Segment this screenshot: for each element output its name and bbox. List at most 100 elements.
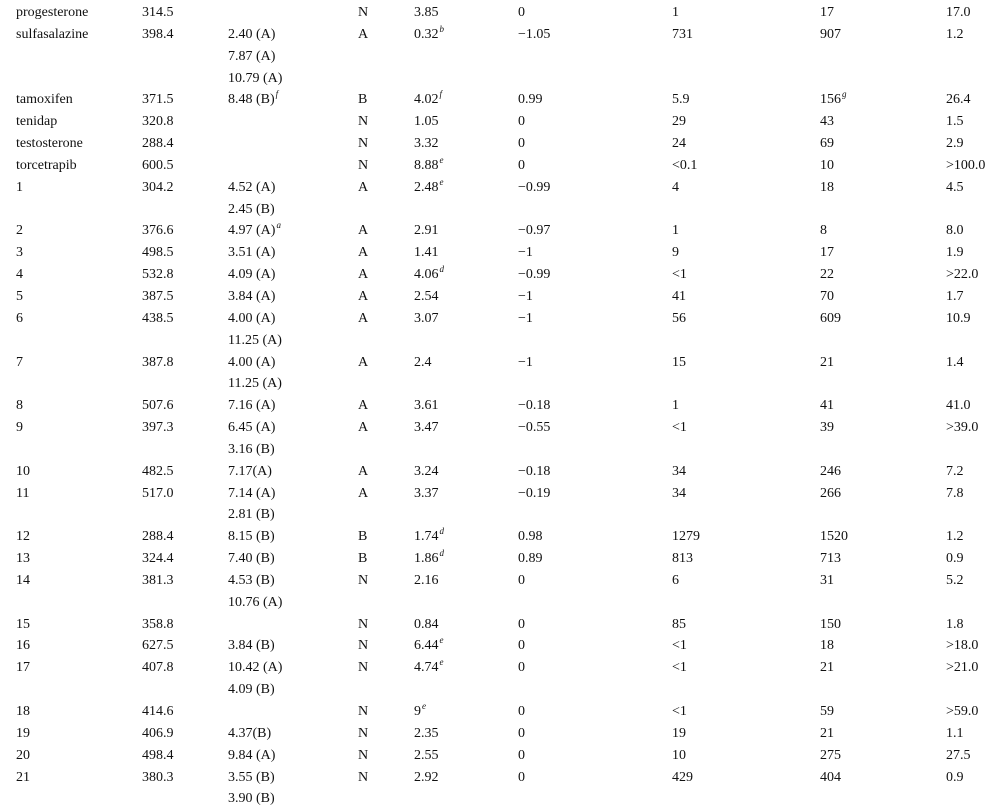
charge-value: 0 bbox=[518, 704, 525, 719]
value-col-8: 275 bbox=[820, 745, 841, 767]
molecular-weight: 438.5 bbox=[142, 310, 174, 326]
logd-value: 2.55 bbox=[414, 745, 439, 767]
charge-value: 0.98 bbox=[518, 529, 543, 545]
cell-value: 150 bbox=[820, 616, 841, 632]
value-col-8: 39 bbox=[820, 417, 834, 439]
value-col-7: <0.1 bbox=[672, 157, 698, 173]
value-col-7: 731 bbox=[672, 26, 693, 42]
charge-value: −1 bbox=[518, 245, 533, 261]
logd-value: 2.48e bbox=[414, 177, 444, 199]
table-row: 11 517.0 A 3.37 −0.19 34 266 7.8 7.14 (A) 2.81 (B… bbox=[0, 483, 1006, 527]
cell-value: 17 bbox=[820, 5, 834, 20]
ratio-value: 1.4 bbox=[946, 354, 964, 370]
cell-value: 266 bbox=[820, 485, 841, 501]
pka-value: 11.25 (A) bbox=[228, 330, 282, 352]
value-col-7: 56 bbox=[672, 310, 686, 326]
value-col-7: 813 bbox=[672, 551, 693, 567]
value-col-7: 6 bbox=[672, 572, 679, 588]
table-row: 15 358.8 N 0.84 0 85 150 1.8 bbox=[0, 614, 1006, 636]
logd-value: 1.74d bbox=[414, 526, 444, 548]
value-col-8: 21 bbox=[820, 657, 834, 679]
table-row: 14 381.3 N 2.16 0 6 31 5.2 4.53 (B) 10.76 (A) bbox=[0, 570, 1006, 614]
table-row: 5 387.5 A 2.54 −1 41 70 1.7 3.84 (A) bbox=[0, 286, 1006, 308]
pka-value: 9.84 (A) bbox=[228, 745, 275, 767]
charge-value: −0.99 bbox=[518, 179, 551, 195]
pka-value: 4.00 (A) bbox=[228, 308, 275, 330]
cell-value: 11.25 (A) bbox=[228, 376, 282, 392]
ionization-class: A bbox=[358, 354, 369, 370]
compound-name: 3 bbox=[16, 245, 23, 261]
table-row: 2 376.6 A 2.91 −0.97 1 8 8.0 4.97 (A)a bbox=[0, 220, 1006, 242]
cell-value: 8 bbox=[820, 223, 827, 239]
table-row: 16 627.5 N 6.44e 0 <1 18 >18.0 3.84 (B) bbox=[0, 635, 1006, 657]
compound-name: 21 bbox=[16, 769, 30, 785]
value-col-7: 15 bbox=[672, 354, 686, 370]
logd-value: 2.4 bbox=[414, 352, 432, 374]
pka-value: 4.97 (A)a bbox=[228, 220, 281, 242]
cell-value: 2.55 bbox=[414, 747, 439, 763]
pka-value: 3.90 (B) bbox=[228, 788, 275, 810]
pka-value: 3.84 (A) bbox=[228, 286, 275, 308]
ionization-class: N bbox=[358, 704, 369, 719]
pka-value: 8.48 (B)f bbox=[228, 89, 278, 111]
ionization-class: A bbox=[358, 398, 369, 414]
table-row: 3 498.5 A 1.41 −1 9 17 1.9 3.51 (A) bbox=[0, 242, 1006, 264]
compound-name: 15 bbox=[16, 616, 30, 632]
cell-value: 21 bbox=[820, 660, 834, 676]
logd-value: 2.35 bbox=[414, 723, 439, 745]
pka-value: 10.76 (A) bbox=[228, 592, 282, 614]
pka-value: 7.17(A) bbox=[228, 461, 272, 483]
molecular-weight: 387.5 bbox=[142, 288, 174, 304]
table-row: 9 397.3 A 3.47 −0.55 <1 39 >39.0 6.45 (A) 3.16 (B… bbox=[0, 417, 1006, 461]
footnote-marker: g bbox=[842, 89, 847, 100]
table-row: 13 324.4 B 1.86d 0.89 813 713 0.9 7.40 (B) bbox=[0, 548, 1006, 570]
cell-value: 7.17(A) bbox=[228, 463, 272, 479]
logd-value: 3.61 bbox=[414, 395, 439, 417]
molecular-weight: 314.5 bbox=[142, 5, 174, 20]
ionization-class: N bbox=[358, 572, 369, 588]
cell-value: 2.35 bbox=[414, 725, 439, 741]
charge-value: 0.89 bbox=[518, 551, 543, 567]
ionization-class: A bbox=[358, 463, 369, 479]
value-col-7: 1 bbox=[672, 223, 679, 239]
cell-value: 1.74 bbox=[414, 529, 439, 545]
table-row: 12 288.4 B 1.74d 0.98 1279 1520 1.2 8.15 (B) bbox=[0, 526, 1006, 548]
charge-value: −1 bbox=[518, 288, 533, 304]
cell-value: 10.79 (A) bbox=[228, 70, 283, 86]
pka-value: 7.40 (B) bbox=[228, 548, 275, 570]
value-col-8: 246 bbox=[820, 461, 841, 483]
molecular-weight: 376.6 bbox=[142, 223, 174, 239]
cell-value: 2.16 bbox=[414, 572, 439, 588]
footnote-marker: f bbox=[439, 89, 443, 100]
ionization-class: B bbox=[358, 529, 368, 545]
pka-value: 4.53 (B) bbox=[228, 570, 275, 592]
value-col-8: 10 bbox=[820, 155, 834, 177]
pka-value: 4.00 (A) bbox=[228, 352, 275, 374]
molecular-weight: 320.8 bbox=[142, 114, 174, 130]
value-col-8: 18 bbox=[820, 635, 834, 657]
cell-value: 43 bbox=[820, 114, 834, 130]
ratio-value: 0.9 bbox=[946, 551, 964, 567]
logd-value: 3.24 bbox=[414, 461, 439, 483]
value-col-8: 43 bbox=[820, 111, 834, 133]
cell-value: 3.32 bbox=[414, 136, 439, 152]
cell-value: 59 bbox=[820, 704, 834, 719]
logd-value: 1.41 bbox=[414, 242, 439, 264]
charge-value: 0 bbox=[518, 769, 525, 785]
pka-value: 2.45 (B) bbox=[228, 199, 275, 221]
compound-name: 8 bbox=[16, 398, 23, 414]
table-row: 20 498.4 N 2.55 0 10 275 27.5 9.84 (A) bbox=[0, 745, 1006, 767]
logd-value: 1.05 bbox=[414, 111, 439, 133]
pka-value: 7.14 (A) bbox=[228, 483, 275, 505]
footnote-marker: a bbox=[276, 220, 281, 231]
cell-value: 9 bbox=[414, 704, 421, 719]
ionization-class: A bbox=[358, 485, 369, 501]
ratio-value: 26.4 bbox=[946, 92, 971, 108]
cell-value: 10 bbox=[820, 157, 834, 173]
table-row: 6 438.5 A 3.07 −1 56 609 10.9 4.00 (A) 11.25 (A) bbox=[0, 308, 1006, 352]
cell-value: 2.91 bbox=[414, 223, 439, 239]
pka-value: 2.81 (B) bbox=[228, 504, 275, 526]
molecular-weight: 498.5 bbox=[142, 245, 174, 261]
cell-value: 4.09 (B) bbox=[228, 682, 275, 698]
ionization-class: A bbox=[358, 420, 369, 436]
